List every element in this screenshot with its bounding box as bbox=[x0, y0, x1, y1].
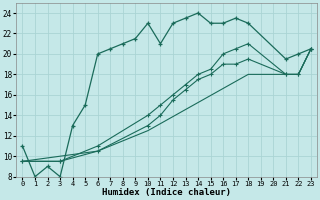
X-axis label: Humidex (Indice chaleur): Humidex (Indice chaleur) bbox=[102, 188, 231, 197]
